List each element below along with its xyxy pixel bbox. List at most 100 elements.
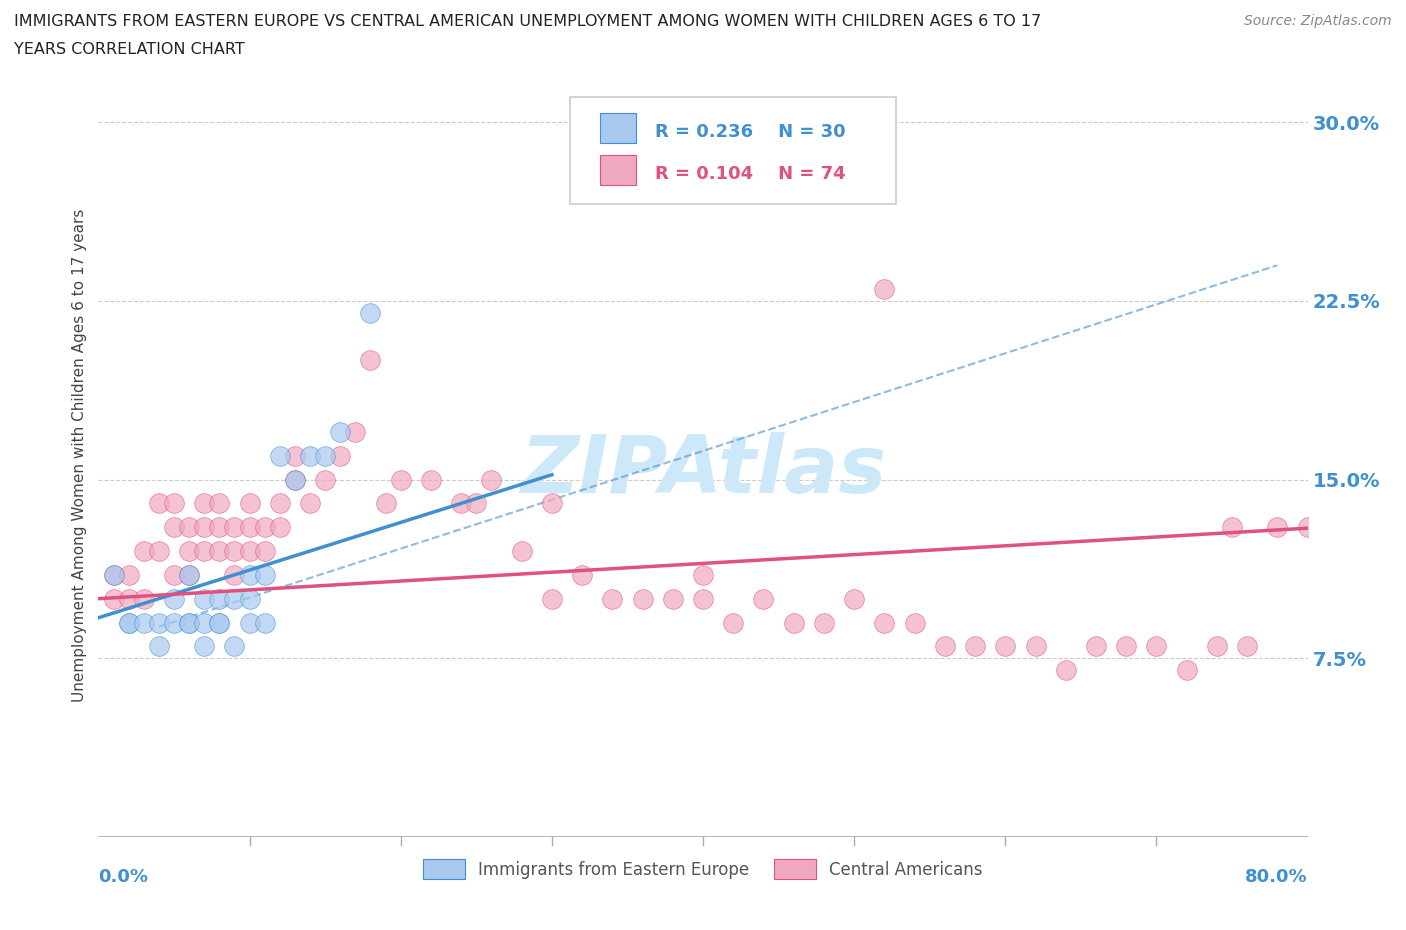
Point <box>193 520 215 535</box>
Point <box>193 543 215 558</box>
Point <box>148 543 170 558</box>
Point <box>148 639 170 654</box>
Text: R = 0.104    N = 74: R = 0.104 N = 74 <box>655 166 845 183</box>
Point <box>179 615 201 630</box>
Text: 80.0%: 80.0% <box>1244 868 1308 885</box>
Point <box>344 424 367 439</box>
Point <box>103 591 125 606</box>
Text: R = 0.236    N = 30: R = 0.236 N = 30 <box>655 124 845 141</box>
Point <box>571 567 593 582</box>
Point <box>224 567 246 582</box>
Point <box>360 305 382 320</box>
Point <box>934 639 956 654</box>
Point <box>540 591 562 606</box>
Point <box>692 567 714 582</box>
Point <box>224 639 246 654</box>
Point <box>904 615 927 630</box>
Point <box>193 591 215 606</box>
Point <box>465 496 488 511</box>
Point <box>284 472 307 487</box>
Point <box>450 496 472 511</box>
Point <box>163 520 186 535</box>
Point <box>420 472 443 487</box>
Point <box>208 520 231 535</box>
Point <box>132 591 155 606</box>
Bar <box>600 113 637 143</box>
Point <box>631 591 654 606</box>
Point <box>284 448 307 463</box>
Point <box>179 615 201 630</box>
Point <box>329 424 352 439</box>
Point <box>103 567 125 582</box>
Point <box>239 520 262 535</box>
Point <box>510 543 533 558</box>
Text: Source: ZipAtlas.com: Source: ZipAtlas.com <box>1244 14 1392 28</box>
Point <box>239 496 262 511</box>
Point <box>299 496 322 511</box>
Point <box>239 615 262 630</box>
Point <box>269 496 291 511</box>
Point <box>118 615 141 630</box>
Text: ZIPAtlas: ZIPAtlas <box>520 432 886 510</box>
Point <box>103 567 125 582</box>
Point <box>179 543 201 558</box>
Point <box>299 448 322 463</box>
Point <box>193 615 215 630</box>
Point <box>148 615 170 630</box>
Y-axis label: Unemployment Among Women with Children Ages 6 to 17 years: Unemployment Among Women with Children A… <box>72 209 87 702</box>
Point <box>692 591 714 606</box>
Point <box>253 543 276 558</box>
Point <box>752 591 775 606</box>
Point <box>965 639 987 654</box>
FancyBboxPatch shape <box>569 98 897 204</box>
Point <box>193 496 215 511</box>
Point <box>269 520 291 535</box>
Point <box>873 615 896 630</box>
Point <box>239 543 262 558</box>
Point <box>481 472 503 487</box>
Point <box>208 591 231 606</box>
Point <box>179 567 201 582</box>
Point <box>873 282 896 297</box>
Point <box>208 543 231 558</box>
Point <box>374 496 396 511</box>
Point <box>118 567 141 582</box>
Point <box>148 496 170 511</box>
Point <box>1220 520 1243 535</box>
Point <box>132 615 155 630</box>
Point <box>253 567 276 582</box>
Point <box>360 352 382 367</box>
Point <box>1115 639 1137 654</box>
Point <box>239 591 262 606</box>
Point <box>540 496 562 511</box>
Point <box>208 615 231 630</box>
Point <box>1296 520 1319 535</box>
Point <box>1267 520 1289 535</box>
Point <box>1175 663 1198 678</box>
Point <box>994 639 1017 654</box>
Point <box>163 615 186 630</box>
Point <box>208 496 231 511</box>
Text: YEARS CORRELATION CHART: YEARS CORRELATION CHART <box>14 42 245 57</box>
Point <box>661 591 683 606</box>
Point <box>253 520 276 535</box>
Point <box>179 520 201 535</box>
Point <box>118 591 141 606</box>
Point <box>1085 639 1108 654</box>
Point <box>179 567 201 582</box>
Point <box>1236 639 1258 654</box>
Point <box>163 496 186 511</box>
Point <box>813 615 835 630</box>
Point <box>132 543 155 558</box>
Text: 0.0%: 0.0% <box>98 868 149 885</box>
Point <box>118 615 141 630</box>
Point <box>224 591 246 606</box>
Point <box>208 615 231 630</box>
Point <box>224 543 246 558</box>
Point <box>723 615 745 630</box>
Point <box>284 472 307 487</box>
Point <box>239 567 262 582</box>
Point <box>389 472 412 487</box>
Point <box>1054 663 1077 678</box>
Legend: Immigrants from Eastern Europe, Central Americans: Immigrants from Eastern Europe, Central … <box>416 852 990 886</box>
